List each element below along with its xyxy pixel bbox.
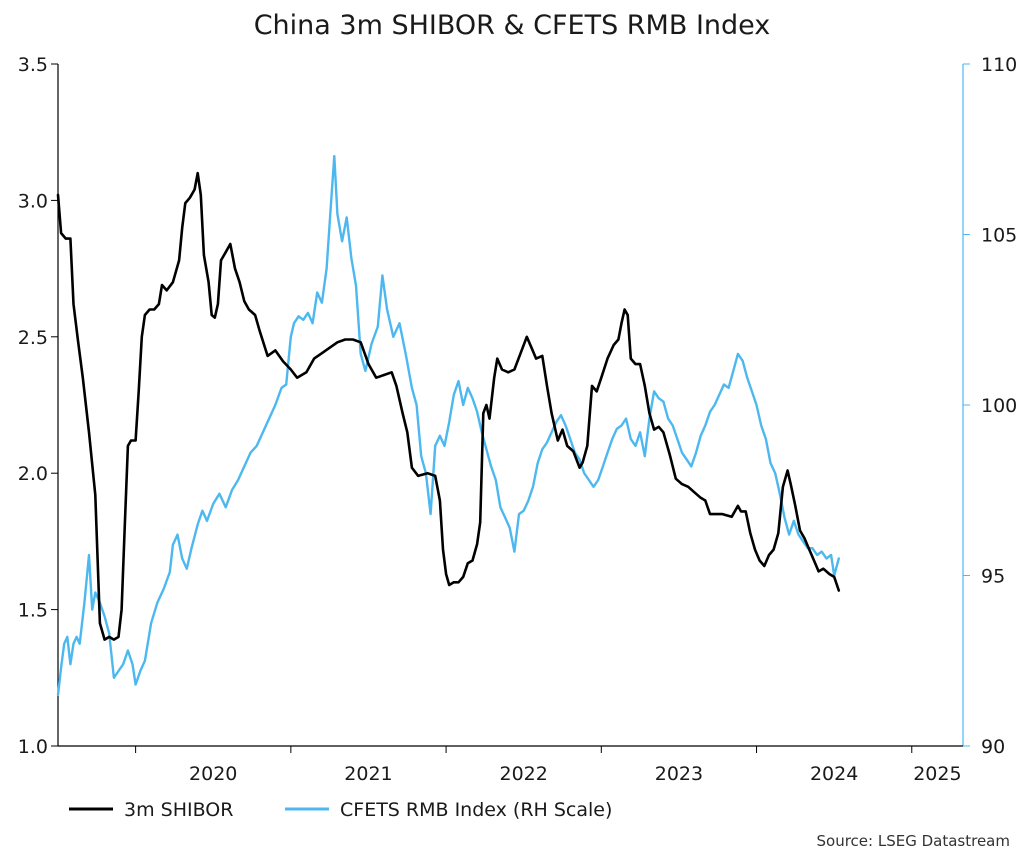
legend: 3m SHIBOR CFETS RMB Index (RH Scale) (69, 799, 612, 821)
left-tick-label: 1.5 (18, 600, 48, 622)
x-axis: 2020 2021 2022 2023 2024 2025 (58, 745, 963, 785)
left-tick-label: 3.5 (18, 54, 48, 76)
right-tick-label: 110 (981, 54, 1017, 76)
x-tick-label: 2023 (655, 763, 703, 785)
right-tick-label: 90 (981, 736, 1005, 758)
left-tick-label: 2.5 (18, 327, 48, 349)
series-line-shibor (56, 171, 841, 641)
series-layer (56, 154, 841, 697)
right-tick-label: 95 (981, 566, 1005, 588)
right-tick-label: 100 (981, 395, 1017, 417)
left-y-axis: 1.0 1.5 2.0 2.5 3.0 3.5 (18, 54, 59, 758)
series-line-cfets (56, 154, 840, 697)
x-tick-label: 2022 (500, 763, 548, 785)
legend-label-cfets: CFETS RMB Index (RH Scale) (340, 799, 612, 821)
left-tick-label: 2.0 (18, 463, 48, 485)
legend-label-shibor: 3m SHIBOR (124, 799, 233, 821)
x-tick-label: 2024 (810, 763, 858, 785)
right-y-axis: 90 95 100 105 110 (962, 54, 1017, 758)
x-tick-label: 2020 (189, 763, 237, 785)
x-tick-label: 2025 (913, 763, 961, 785)
chart-title: China 3m SHIBOR & CFETS RMB Index (254, 10, 771, 41)
left-tick-label: 3.0 (18, 190, 48, 212)
left-tick-label: 1.0 (18, 736, 48, 758)
right-tick-label: 105 (981, 225, 1017, 247)
x-tick-label: 2021 (344, 763, 392, 785)
source-note: Source: LSEG Datastream (817, 832, 1010, 850)
